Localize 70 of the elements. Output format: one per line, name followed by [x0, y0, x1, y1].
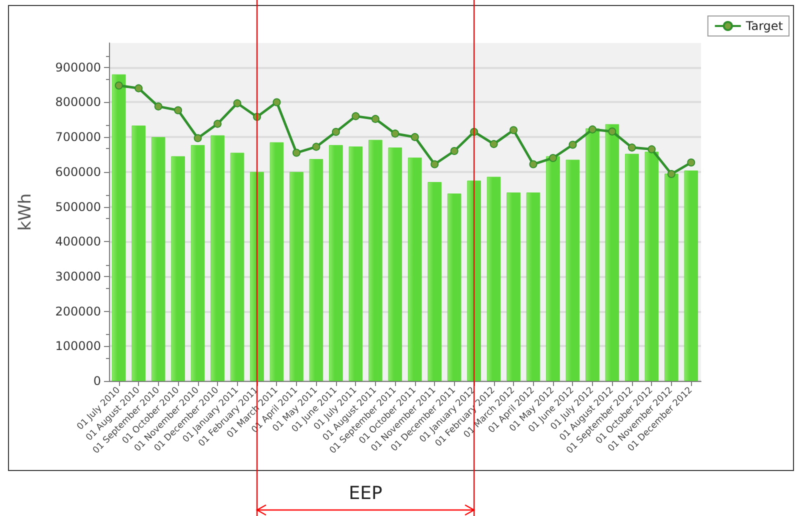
y-tick-label: 100000	[55, 339, 101, 354]
point	[391, 130, 400, 138]
bar	[151, 137, 166, 381]
point	[510, 126, 518, 134]
point	[272, 98, 281, 106]
bar	[546, 156, 560, 381]
bar	[566, 160, 580, 381]
point	[214, 120, 222, 128]
bar	[447, 194, 462, 381]
point	[568, 140, 577, 149]
point	[410, 133, 419, 142]
bar	[210, 135, 224, 381]
point	[687, 158, 696, 167]
point	[667, 170, 676, 178]
point	[430, 160, 439, 168]
point	[134, 84, 143, 92]
y-tick-label: 0	[93, 374, 101, 388]
bar	[605, 124, 620, 381]
bar	[388, 148, 402, 381]
point	[292, 148, 300, 157]
point	[154, 102, 162, 110]
y-tick-label: 500000	[55, 200, 101, 214]
y-tick-label: 300000	[55, 269, 101, 284]
bar	[171, 156, 185, 381]
bar	[290, 172, 304, 381]
bar	[506, 192, 520, 381]
point	[312, 142, 320, 151]
bar	[368, 140, 382, 381]
y-tick-label: 200000	[55, 304, 101, 318]
bar	[309, 159, 324, 381]
bar	[428, 182, 442, 381]
point	[352, 112, 360, 120]
point	[174, 106, 182, 114]
bar	[467, 180, 481, 381]
legend-label: Target	[744, 19, 784, 33]
bar	[644, 152, 659, 381]
point	[608, 128, 616, 136]
y-tick-label: 400000	[55, 234, 101, 249]
bar	[526, 192, 540, 381]
point	[490, 140, 498, 148]
text: EEP	[348, 483, 382, 504]
y-tick-label: 600000	[55, 164, 101, 179]
bar	[684, 170, 698, 381]
point	[628, 144, 636, 152]
bar	[664, 174, 678, 381]
y-axis-title: kWh	[16, 193, 36, 231]
point	[549, 154, 557, 162]
bar	[329, 145, 343, 381]
point	[114, 82, 123, 90]
bar	[190, 145, 205, 381]
point	[588, 125, 596, 134]
y-tick-label: 900000	[55, 60, 101, 74]
bar	[408, 158, 422, 381]
bar	[348, 146, 363, 381]
point	[450, 147, 458, 156]
point	[648, 145, 656, 154]
bar	[132, 126, 146, 381]
bar	[230, 152, 244, 381]
y-tick-label: 700000	[55, 130, 101, 144]
y-tick-label: 800000	[55, 95, 101, 110]
point	[233, 99, 242, 108]
bar	[586, 128, 600, 381]
bar	[625, 154, 639, 381]
point	[529, 160, 538, 168]
bar	[486, 176, 501, 381]
bar	[270, 142, 284, 381]
bar	[112, 74, 126, 381]
point	[194, 134, 202, 142]
point	[332, 128, 340, 136]
point	[371, 114, 380, 123]
